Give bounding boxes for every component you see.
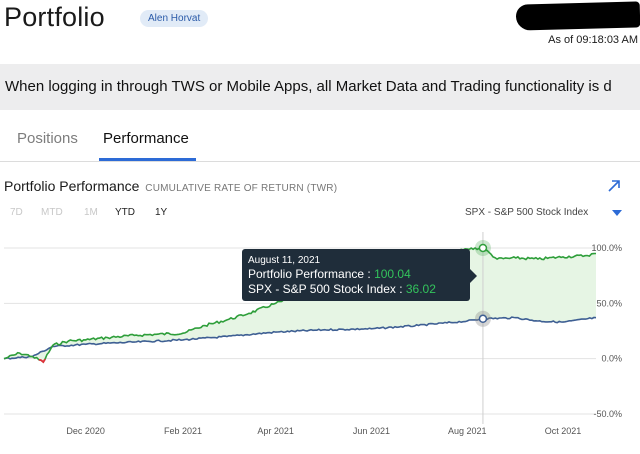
portfolio-hover-point xyxy=(478,243,488,253)
card-title: Portfolio Performance CUMULATIVE RATE OF… xyxy=(4,178,337,194)
x-tick-label: Apr 2021 xyxy=(257,426,294,436)
range-ytd[interactable]: YTD xyxy=(115,207,135,218)
card-subtitle: CUMULATIVE RATE OF RETURN (TWR) xyxy=(145,183,338,194)
tab-performance[interactable]: Performance xyxy=(103,130,189,147)
portfolio-negative-segment xyxy=(38,358,46,364)
x-tick-label: Aug 2021 xyxy=(448,426,487,436)
arrow-up-right-icon[interactable] xyxy=(606,178,622,194)
y-tick-label: 0.0% xyxy=(601,354,622,364)
tooltip-portfolio-value: 100.04 xyxy=(374,267,411,281)
benchmark-select[interactable]: SPX - S&P 500 Stock Index xyxy=(465,207,589,218)
chart-tooltip: August 11, 2021 Portfolio Performance : … xyxy=(242,249,477,301)
active-tab-indicator xyxy=(99,158,196,161)
tooltip-portfolio-label: Portfolio Performance : xyxy=(248,267,375,281)
range-7d[interactable]: 7D xyxy=(10,207,23,218)
tooltip-spx-label: SPX - S&P 500 Stock Index : xyxy=(248,282,406,296)
card-title-text: Portfolio Performance xyxy=(4,178,140,194)
y-tick-label: 100.0% xyxy=(591,243,622,253)
x-tick-label: Oct 2021 xyxy=(545,426,582,436)
range-1m[interactable]: 1M xyxy=(84,207,98,218)
redacted-block xyxy=(515,1,640,31)
tooltip-date: August 11, 2021 xyxy=(248,255,321,266)
y-tick-label: -50.0% xyxy=(593,409,622,419)
banner-text: When logging in through TWS or Mobile Ap… xyxy=(5,78,612,95)
spx-hover-point xyxy=(478,314,488,324)
spx-series-line xyxy=(3,316,597,360)
x-tick-label: Jun 2021 xyxy=(353,426,390,436)
tooltip-portfolio: Portfolio Performance : 100.04 xyxy=(248,267,464,282)
user-badge[interactable]: Alen Horvat xyxy=(140,10,209,27)
x-tick-label: Feb 2021 xyxy=(164,426,202,436)
x-tick-label: Dec 2020 xyxy=(66,426,105,436)
tab-bar: Positions Performance xyxy=(0,118,640,162)
chevron-down-icon[interactable] xyxy=(612,210,622,216)
y-tick-label: 50.0% xyxy=(596,298,622,308)
page-title: Portfolio xyxy=(4,2,105,32)
page-header: Portfolio Alen Horvat As of 09:18:03 AM xyxy=(0,0,640,60)
tab-positions[interactable]: Positions xyxy=(17,130,78,147)
info-banner: When logging in through TWS or Mobile Ap… xyxy=(0,64,640,110)
range-mtd[interactable]: MTD xyxy=(41,207,63,218)
as-of-timestamp: As of 09:18:03 AM xyxy=(548,34,638,46)
range-1y[interactable]: 1Y xyxy=(155,207,168,218)
tooltip-spx: SPX - S&P 500 Stock Index : 36.02 xyxy=(248,282,464,297)
tooltip-spx-value: 36.02 xyxy=(405,282,436,296)
